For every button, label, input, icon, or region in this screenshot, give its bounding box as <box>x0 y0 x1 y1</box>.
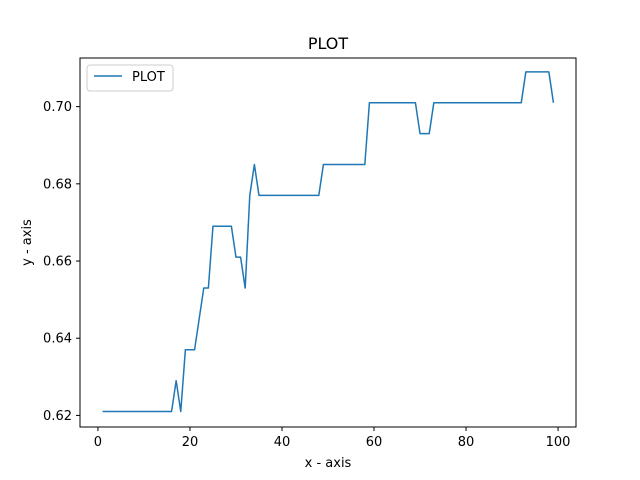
series-line-0 <box>102 71 555 413</box>
x-tick-label: 100 <box>546 435 571 450</box>
y-tick-label: 0.64 <box>43 332 72 347</box>
y-tick-label: 0.68 <box>43 177 72 192</box>
x-axis-ticks: 0 20 40 60 80 100 <box>94 427 571 450</box>
y-axis-label: y - axis <box>20 219 35 266</box>
legend-box <box>86 64 174 92</box>
y-tick-label: 0.62 <box>43 409 72 424</box>
legend: PLOT <box>86 64 174 92</box>
x-tick-label: 0 <box>94 435 102 450</box>
y-tick-label: 0.66 <box>43 255 72 270</box>
y-tick-label: 0.70 <box>43 100 72 115</box>
x-tick-label: 20 <box>182 435 199 450</box>
plot-layer <box>102 71 555 413</box>
legend-entry-plot: PLOT <box>132 70 165 85</box>
x-axis-label: x - axis <box>305 456 352 471</box>
x-tick-label: 80 <box>458 435 475 450</box>
x-tick-label: 60 <box>366 435 383 450</box>
axes-frame <box>79 57 577 428</box>
x-tick-label: 40 <box>274 435 291 450</box>
y-axis-ticks: 0.62 0.64 0.66 0.68 0.70 <box>43 100 80 424</box>
chart-title: PLOT <box>308 34 349 53</box>
